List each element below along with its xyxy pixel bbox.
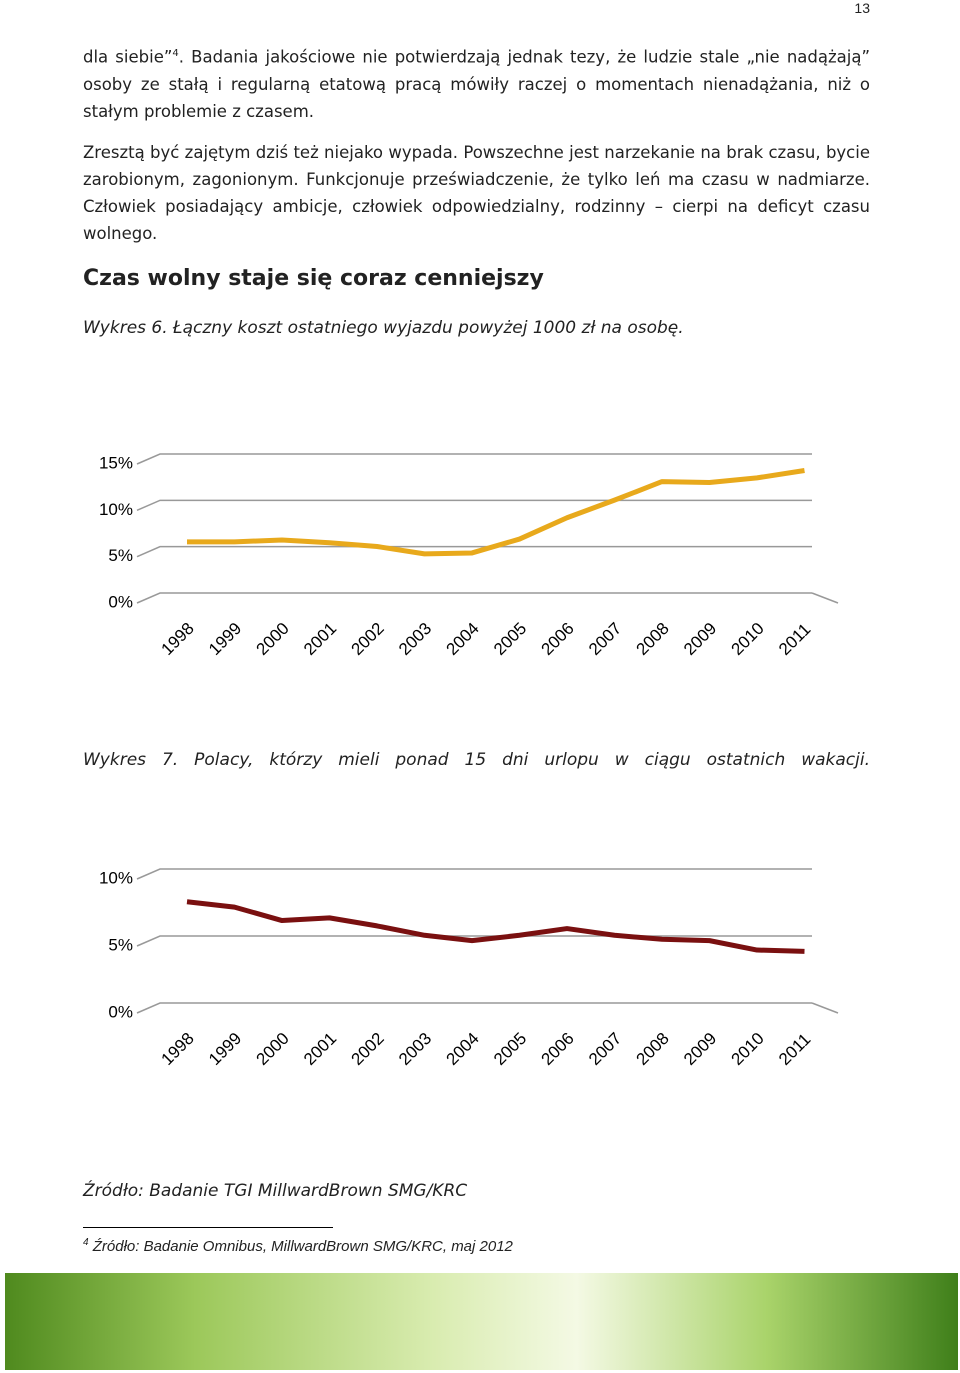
x-tick-label: 1998 — [158, 1029, 198, 1069]
x-tick-label: 2009 — [680, 1029, 720, 1069]
x-tick-label: 2005 — [490, 619, 530, 659]
y-tick-label: 10% — [99, 500, 133, 519]
x-tick-label: 2007 — [585, 1029, 625, 1069]
x-tick-label: 2003 — [395, 619, 435, 659]
caption: Wykres 6. Łączny koszt ostatniego wyjazd… — [83, 318, 684, 338]
banner — [5, 1273, 958, 1370]
x-tick-label: 2008 — [633, 1029, 673, 1069]
x-tick-label: 1999 — [205, 1029, 245, 1069]
x-tick-label: 2011 — [775, 1030, 814, 1069]
x-tick-label: 2007 — [585, 619, 625, 659]
grid-line — [136, 453, 812, 465]
x-tick-label: 2000 — [253, 619, 293, 659]
x-tick-label: 2000 — [253, 1029, 293, 1069]
grid-line — [136, 499, 812, 512]
y-tick-label: 0% — [108, 1002, 133, 1021]
x-tick-label: 2010 — [728, 619, 768, 659]
x-tick-label: 2006 — [538, 619, 578, 659]
x-tick-label: 1999 — [205, 619, 245, 659]
footnote: 4 Źródło: Badanie Omnibus, MillwardBrown… — [83, 1237, 513, 1255]
heading: Czas wolny staje się coraz cenniejszy — [83, 266, 544, 291]
y-tick-label: 5% — [108, 935, 133, 954]
caption: Wykres 7. Polacy, którzy mieli ponad 15 … — [83, 750, 870, 770]
x-tick-label: 1998 — [158, 619, 198, 659]
text: dla siebie” — [83, 47, 173, 67]
x-tick-label: 2006 — [538, 1029, 578, 1069]
x-tick-label: 2004 — [443, 1029, 483, 1069]
y-tick-label: 5% — [108, 546, 133, 565]
x-tick-label: 2002 — [348, 619, 388, 659]
x-tick-label: 2009 — [680, 619, 720, 659]
x-tick-label: 2008 — [633, 619, 673, 659]
floor — [811, 1002, 839, 1014]
x-tick-label: 2010 — [728, 1029, 768, 1069]
x-tick-label: 2005 — [490, 1029, 530, 1069]
floor — [811, 592, 839, 604]
line — [186, 899, 805, 954]
y-tick-label: 15% — [99, 453, 133, 472]
footnote-ref: 4 — [172, 48, 179, 59]
footnote-text: Źródło: Badanie Omnibus, MillwardBrown S… — [92, 1238, 513, 1255]
x-tick-label: 2004 — [443, 619, 483, 659]
grid-line — [136, 1002, 812, 1014]
x-tick-label: 2003 — [395, 1029, 435, 1069]
grid-line — [136, 935, 812, 947]
footnote-number: 4 — [83, 1237, 89, 1248]
x-tick-label: 2011 — [775, 620, 814, 659]
text: Zresztą być zajętym dziś też niejako wyp… — [83, 143, 870, 243]
x-tick-label: 2002 — [348, 1029, 388, 1069]
x-tick-label: 2001 — [300, 1029, 340, 1069]
grid-line — [136, 592, 812, 604]
y-tick-label: 0% — [108, 592, 133, 611]
footnote-rule — [83, 1227, 333, 1228]
paragraph: dla siebie”4. Badania jakościowe nie pot… — [83, 40, 870, 125]
paragraph: Zresztą być zajętym dziś też niejako wyp… — [83, 139, 870, 247]
grid-line — [136, 545, 812, 558]
y-tick-label: 10% — [99, 868, 133, 887]
line — [187, 468, 805, 557]
page-number: 13 — [854, 0, 870, 16]
x-tick-label: 2001 — [300, 619, 340, 659]
source: Źródło: Badanie TGI MillwardBrown SMG/KR… — [83, 1181, 468, 1201]
grid-line — [136, 868, 812, 880]
text: . Badania jakościowe nie potwierdzają je… — [83, 47, 870, 121]
